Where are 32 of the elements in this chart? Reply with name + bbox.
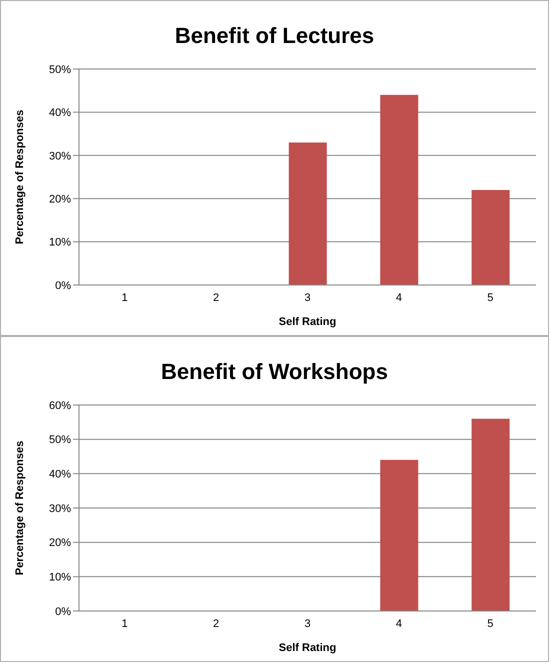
x-tick-label: 2 — [213, 292, 220, 304]
x-tick-label: 5 — [487, 292, 494, 304]
y-tick-label: 0% — [55, 280, 72, 292]
y-tick-label: 30% — [48, 150, 72, 162]
x-tick-label: 2 — [213, 618, 220, 630]
y-tick-label: 40% — [48, 468, 72, 481]
y-tick-label: 20% — [48, 194, 72, 206]
x-tick-label: 3 — [304, 618, 311, 630]
bar — [288, 142, 327, 285]
x-tick-label: 3 — [304, 292, 311, 304]
y-tick-label: 60% — [48, 400, 72, 412]
y-tick-label: 40% — [48, 107, 72, 120]
bar — [472, 190, 510, 285]
y-tick-label: 10% — [48, 236, 72, 249]
y-tick-label: 20% — [48, 537, 72, 550]
y-axis-title: Percentage of Responses — [14, 440, 26, 576]
x-axis-title: Self Rating — [278, 316, 336, 328]
y-tick-label: 10% — [48, 572, 72, 584]
y-tick-label: 30% — [48, 502, 72, 515]
chart-title: Benefit of Lectures — [174, 22, 376, 50]
chart-title: Benefit of Workshops — [160, 358, 389, 386]
x-tick-label: 4 — [396, 292, 402, 304]
bar — [380, 94, 418, 285]
x-axis-title: Self Rating — [278, 642, 336, 654]
x-tick-label: 1 — [122, 292, 128, 304]
x-tick-label: 5 — [487, 618, 494, 630]
x-tick-label: 1 — [122, 618, 128, 630]
y-tick-label: 50% — [48, 64, 72, 76]
y-axis-title: Percentage of Responses — [14, 110, 26, 244]
y-tick-label: 50% — [48, 434, 72, 446]
x-tick-label: 4 — [396, 618, 402, 630]
y-tick-label: 0% — [55, 606, 72, 618]
